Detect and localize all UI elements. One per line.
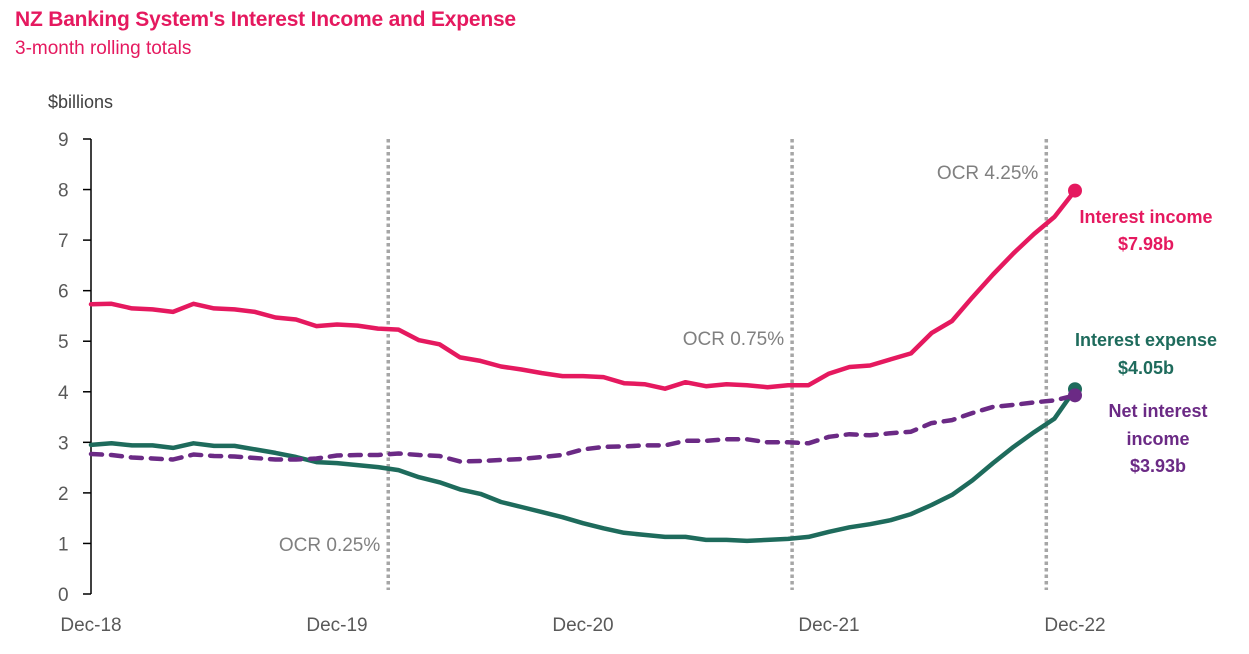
y-tick-label: 3 — [58, 433, 69, 454]
y-tick-label: 6 — [58, 282, 69, 303]
y-tick-label: 8 — [58, 181, 69, 202]
interest-income-label: $7.98b — [1118, 234, 1174, 254]
y-tick-label: 5 — [58, 332, 69, 353]
net-interest-income-end-marker — [1068, 388, 1082, 403]
interest-expense-label: Interest expense — [1075, 330, 1217, 350]
interest-income-label: Interest income — [1079, 207, 1212, 227]
net-interest-income-label: $3.93b — [1130, 456, 1186, 476]
series-group — [88, 183, 1082, 544]
y-tick-label: 7 — [58, 231, 69, 252]
y-axis: 0 1 2 3 4 5 6 7 8 9 $billions — [48, 92, 113, 606]
end-labels: Interest income $7.98b Interest expense $4.… — [1075, 207, 1217, 476]
ocr-label: OCR 0.75% — [683, 329, 784, 350]
x-tick-label: Dec-18 — [60, 615, 121, 636]
net-interest-income-line — [88, 393, 1078, 464]
ocr-label: OCR 0.25% — [279, 535, 380, 556]
x-tick-label: Dec-20 — [552, 615, 613, 636]
net-interest-income-label: Net interest — [1108, 401, 1207, 421]
interest-expense-label: $4.05b — [1118, 358, 1174, 378]
x-tick-label: Dec-21 — [798, 615, 859, 636]
chart-title: NZ Banking System's Interest Income and … — [15, 8, 516, 31]
y-tick-label: 9 — [58, 130, 69, 151]
x-tick-label: Dec-22 — [1044, 615, 1105, 636]
interest-expense-line — [88, 387, 1078, 544]
y-tick-label: 4 — [58, 383, 69, 404]
y-tick-label: 1 — [58, 534, 69, 555]
x-axis: Dec-18 Dec-19 Dec-20 Dec-21 Dec-22 — [60, 615, 1105, 636]
y-tick-label: 0 — [58, 585, 69, 606]
ocr-annotations: OCR 0.25% OCR 0.75% OCR 4.25% — [279, 139, 1049, 590]
interest-income-line — [88, 188, 1078, 391]
chart-subtitle: 3-month rolling totals — [15, 38, 192, 59]
ocr-label: OCR 4.25% — [937, 163, 1038, 184]
x-tick-label: Dec-19 — [306, 615, 367, 636]
y-axis-label: $billions — [48, 92, 113, 112]
y-tick-label: 2 — [58, 484, 69, 505]
net-interest-income-label: income — [1126, 429, 1189, 449]
interest-income-end-marker — [1068, 183, 1082, 198]
